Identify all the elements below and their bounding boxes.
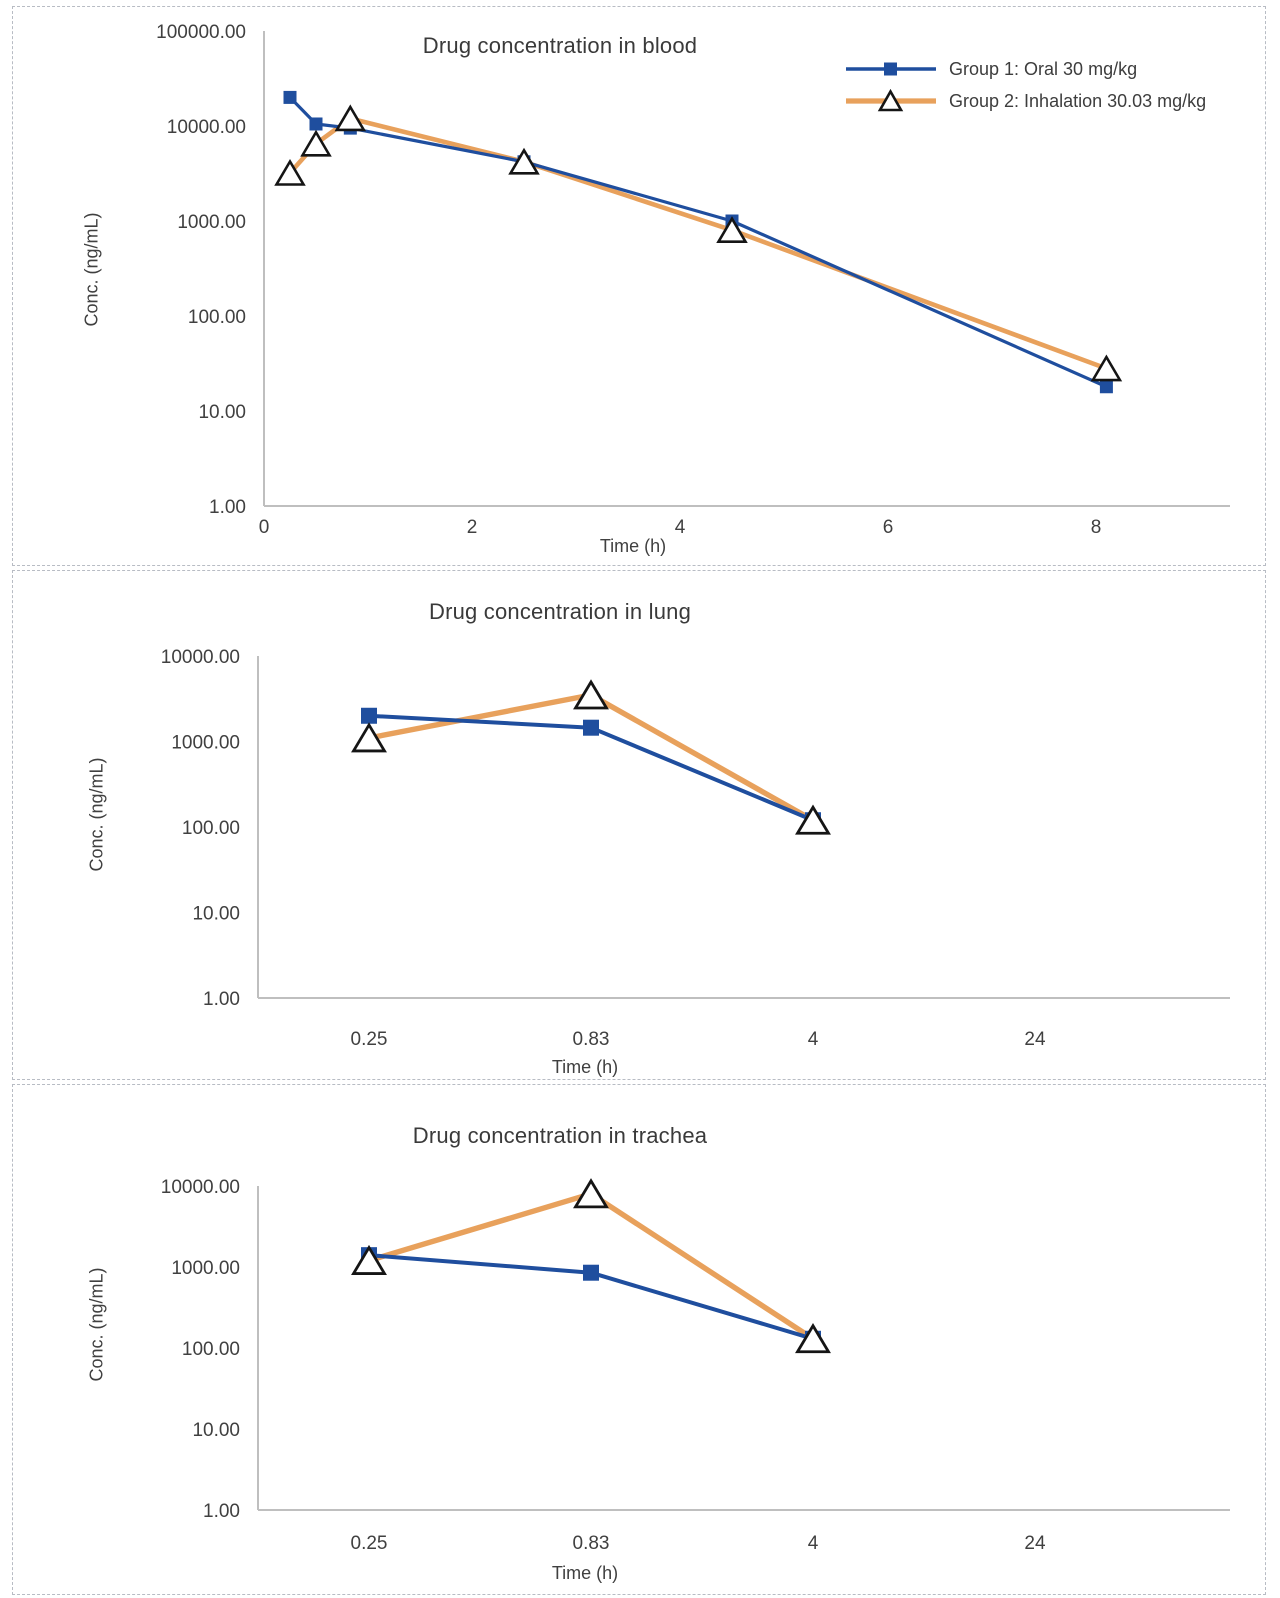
blood-x-axis-title: Time (h) — [599, 536, 667, 556]
lung-chart-title: Drug concentration in lung — [428, 599, 692, 624]
lung-y-axis-title: Conc. (ng/mL) — [86, 757, 107, 872]
lung-x-axis-title: Time (h) — [551, 1057, 619, 1077]
legend-item-group1: Group 1: Oral 30 mg/kg — [843, 53, 1206, 85]
panel-trachea-chart — [12, 1084, 1266, 1595]
trachea-y-axis-title: Conc. (ng/mL) — [86, 1267, 107, 1382]
trachea-x-axis-title: Time (h) — [551, 1563, 619, 1583]
trachea-chart-title: Drug concentration in trachea — [412, 1123, 708, 1148]
legend: Group 1: Oral 30 mg/kg Group 2: Inhalati… — [843, 53, 1206, 117]
legend-item-group2: Group 2: Inhalation 30.03 mg/kg — [843, 85, 1206, 117]
blood-chart-title: Drug concentration in blood — [422, 33, 698, 58]
group2-line-triangle-icon — [846, 88, 936, 112]
panel-lung-chart — [12, 570, 1266, 1080]
legend-label-group2: Group 2: Inhalation 30.03 mg/kg — [949, 90, 1207, 111]
blood-y-axis-title: Conc. (ng/mL) — [81, 212, 102, 327]
legend-label-group1: Group 1: Oral 30 mg/kg — [949, 58, 1138, 79]
group1-line-square-icon — [846, 62, 936, 76]
